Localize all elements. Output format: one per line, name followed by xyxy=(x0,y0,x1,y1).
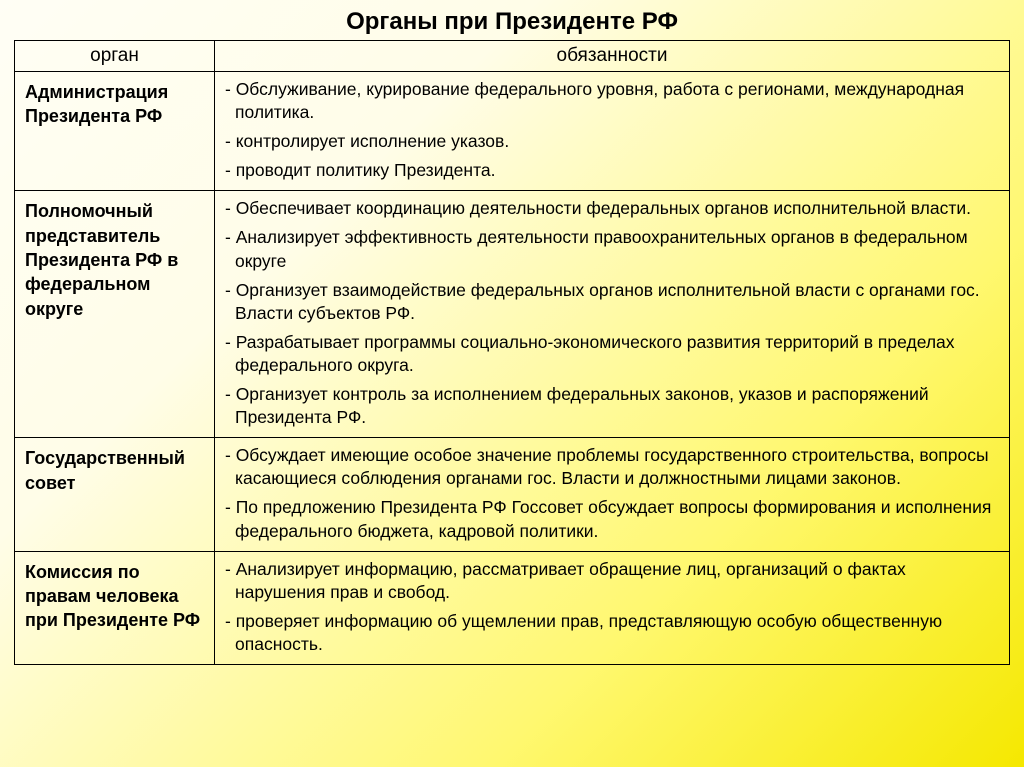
header-duties: обязанности xyxy=(215,41,1010,72)
duties-cell: - Обсуждает имеющие особое значение проб… xyxy=(215,438,1010,551)
duty-item: - Обслуживание, курирование федерального… xyxy=(225,78,999,124)
table-row: Полномочный представитель Президента РФ … xyxy=(15,191,1010,438)
duty-item: - Обсуждает имеющие особое значение проб… xyxy=(225,444,999,490)
duty-item: - проводит политику Президента. xyxy=(225,159,999,182)
organ-cell: Администрация Президента РФ xyxy=(15,72,215,191)
duties-cell: - Обслуживание, курирование федерального… xyxy=(215,72,1010,191)
organ-cell: Полномочный представитель Президента РФ … xyxy=(15,191,215,438)
table-row: Комиссия по правам человека при Президен… xyxy=(15,551,1010,664)
duty-item: - Разрабатывает программы социально-экон… xyxy=(225,331,999,377)
duty-item: - Организует контроль за исполнением фед… xyxy=(225,383,999,429)
duty-item: - контролирует исполнение указов. xyxy=(225,130,999,153)
page-title: Органы при Президенте РФ xyxy=(14,8,1010,36)
duty-item: - По предложению Президента РФ Госсовет … xyxy=(225,496,999,542)
duty-item: - проверяет информацию об ущемлении прав… xyxy=(225,610,999,656)
duty-item: - Анализирует информацию, рассматривает … xyxy=(225,558,999,604)
duty-item: - Анализирует эффективность деятельности… xyxy=(225,226,999,272)
organ-cell: Государственный совет xyxy=(15,438,215,551)
duty-item: - Обеспечивает координацию деятельности … xyxy=(225,197,999,220)
duties-cell: - Обеспечивает координацию деятельности … xyxy=(215,191,1010,438)
header-organ: орган xyxy=(15,41,215,72)
table-header-row: орган обязанности xyxy=(15,41,1010,72)
duty-item: - Организует взаимодействие федеральных … xyxy=(225,279,999,325)
duties-cell: - Анализирует информацию, рассматривает … xyxy=(215,551,1010,664)
table-row: Администрация Президента РФ - Обслуживан… xyxy=(15,72,1010,191)
organ-cell: Комиссия по правам человека при Президен… xyxy=(15,551,215,664)
organs-table: орган обязанности Администрация Президен… xyxy=(14,40,1010,665)
table-row: Государственный совет - Обсуждает имеющи… xyxy=(15,438,1010,551)
